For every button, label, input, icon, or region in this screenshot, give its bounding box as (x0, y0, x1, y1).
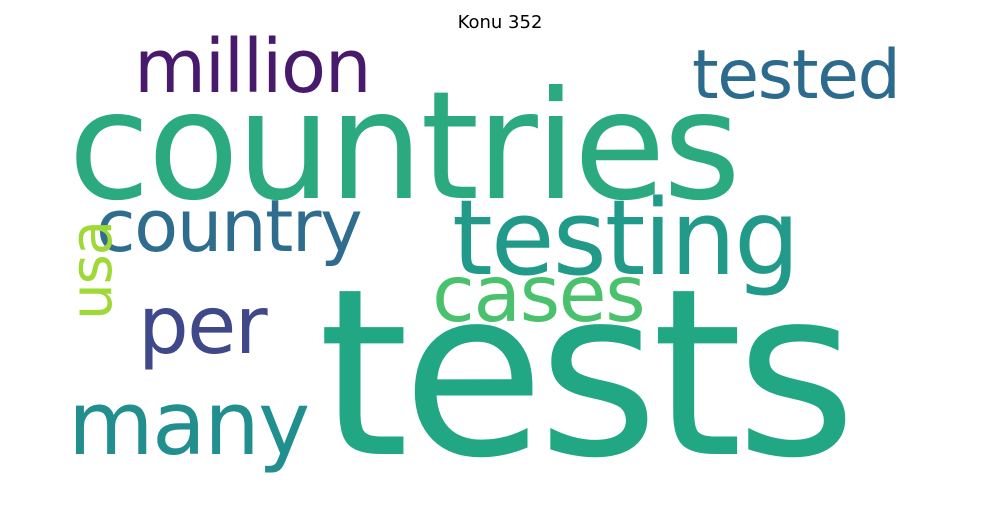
word-countries: countries (68, 60, 741, 234)
word-tests: tests (318, 239, 857, 509)
page-title: Konu 352 (457, 12, 543, 33)
word-usa: usa (57, 220, 125, 320)
word-tested: tested (692, 36, 901, 115)
word-per: per (138, 279, 268, 372)
word-cases: cases (432, 250, 646, 340)
word-many: many (68, 372, 310, 475)
word-testing: testing (452, 177, 800, 299)
word-country: country (96, 184, 363, 268)
word-million: million (134, 24, 372, 110)
